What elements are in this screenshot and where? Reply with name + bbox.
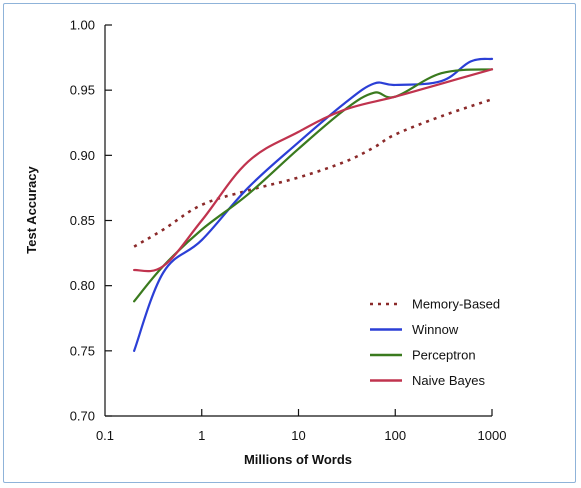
x-tick-label: 100	[384, 428, 406, 443]
x-axis-title: Millions of Words	[244, 452, 352, 467]
y-tick-label: 0.85	[70, 213, 95, 228]
y-tick-label: 0.80	[70, 278, 95, 293]
x-tick-label: 1	[198, 428, 205, 443]
series-layer	[133, 57, 494, 352]
legend-label-memory-based: Memory-Based	[412, 297, 500, 312]
chart-frame	[3, 3, 576, 483]
x-ticks: 0.1 1 10 100 1000	[96, 409, 507, 443]
y-tick-label: 0.95	[70, 83, 95, 98]
legend: Memory-Based Winnow Perceptron Naive Bayes	[370, 297, 500, 388]
series-line-memory-based	[133, 98, 493, 248]
y-tick-label: 0.75	[70, 343, 95, 358]
legend-label-perceptron: Perceptron	[412, 348, 476, 363]
x-tick-label: 10	[291, 428, 305, 443]
legend-label-winnow: Winnow	[412, 322, 459, 337]
x-tick-label: 1000	[478, 428, 507, 443]
y-tick-label: 0.70	[70, 409, 95, 424]
legend-label-naive-bayes: Naive Bayes	[412, 373, 485, 388]
y-ticks: 0.70 0.75 0.80 0.85 0.90 0.95 1.00	[70, 18, 112, 424]
y-axis-title: Test Accuracy	[24, 166, 39, 254]
y-tick-label: 0.90	[70, 148, 95, 163]
series-line-winnow	[133, 57, 494, 352]
y-tick-label: 1.00	[70, 18, 95, 33]
series-line-perceptron	[133, 68, 494, 303]
series-line-naive-bayes	[133, 68, 494, 273]
x-tick-label: 0.1	[96, 428, 114, 443]
